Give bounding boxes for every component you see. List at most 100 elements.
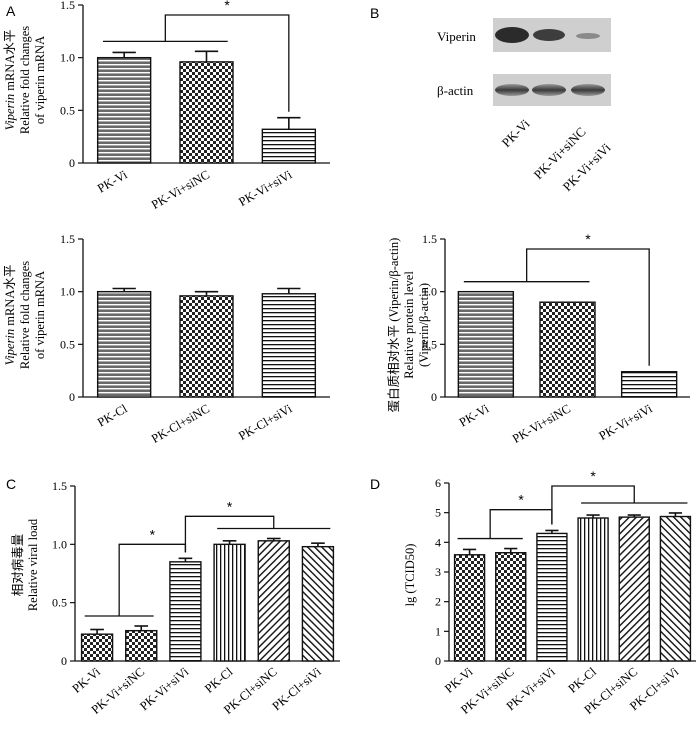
bar bbox=[179, 295, 234, 398]
bar bbox=[80, 633, 114, 662]
y-axis-label: 蛋白质相对水平 (Viperin/β-actin) bbox=[386, 238, 401, 413]
significance-star: * bbox=[585, 231, 591, 247]
y-axis-label: Relative viral load bbox=[26, 518, 40, 611]
significance-star: * bbox=[224, 0, 230, 13]
category-label: PK-Vi+siNC bbox=[149, 167, 212, 211]
y-axis-label: 相对病毒量 bbox=[10, 534, 25, 597]
bar bbox=[261, 128, 317, 164]
bar bbox=[457, 290, 515, 398]
category-label: PK-Cl+siNC bbox=[149, 401, 212, 445]
bar bbox=[536, 532, 568, 662]
y-tick-label: 0 bbox=[435, 654, 441, 668]
y-axis-label: of viperin mRNA bbox=[33, 36, 47, 124]
panel-label-a: A bbox=[6, 3, 16, 19]
bar bbox=[169, 561, 202, 662]
blot-row-label-actin: β-actin bbox=[437, 83, 474, 98]
significance-star: * bbox=[590, 468, 596, 484]
blot-lane-label-1: PK-Vi bbox=[499, 116, 533, 150]
category-label: PK-Vi bbox=[442, 664, 476, 696]
bar bbox=[96, 290, 152, 398]
bar bbox=[179, 61, 234, 164]
y-tick-label: 6 bbox=[435, 476, 441, 490]
bracket-line bbox=[164, 14, 290, 112]
bar bbox=[96, 56, 152, 164]
y-tick-label: 0 bbox=[69, 390, 75, 404]
blot-band-actin-1 bbox=[495, 84, 529, 96]
y-tick-label: 4 bbox=[435, 535, 441, 549]
y-axis-label: Relative fold changes bbox=[18, 26, 32, 134]
category-label: PK-Vi+siVi bbox=[597, 401, 656, 443]
panel-label-c: C bbox=[6, 476, 16, 492]
bar bbox=[620, 371, 678, 398]
category-label: PK-Vi+siNC bbox=[510, 401, 573, 445]
bar bbox=[577, 517, 609, 662]
chart-a-top: 0 0.5 1.0 1.5 PK-Vi PK-Vi+siNC PK-Vi+siVi Viper… bbox=[3, 0, 330, 212]
category-label: PK-Vi bbox=[457, 401, 492, 429]
bar bbox=[539, 301, 596, 398]
y-axis-label-italic: Viperin bbox=[3, 94, 17, 131]
y-tick-label: 0.5 bbox=[52, 596, 67, 610]
blot-band-viperin-1 bbox=[495, 27, 529, 43]
significance-star: * bbox=[227, 498, 233, 514]
panel-label-b: B bbox=[370, 5, 379, 21]
y-axis-label: Viperin mRNA水平 bbox=[3, 30, 17, 131]
y-tick-label: 0.5 bbox=[60, 103, 75, 117]
charts: 0 0.5 1.0 1.5 PK-Vi PK-Vi+siNC PK-Vi+siVi Viper… bbox=[3, 0, 696, 717]
category-label: PK-Cl bbox=[95, 401, 130, 429]
bracket-line bbox=[184, 515, 275, 553]
bar bbox=[257, 540, 290, 662]
panel-label-d: D bbox=[370, 476, 380, 492]
category-label: PK-Vi+siVi bbox=[137, 664, 192, 713]
y-tick-label: 1.5 bbox=[422, 232, 437, 246]
y-tick-label: 0.5 bbox=[422, 337, 437, 351]
y-tick-label: 1 bbox=[435, 624, 441, 638]
blot-band-viperin-2 bbox=[533, 29, 565, 41]
y-axis-label: Relative fold changes bbox=[18, 261, 32, 369]
y-axis-label: Relative protein level bbox=[402, 271, 416, 379]
y-tick-label: 2 bbox=[435, 595, 441, 609]
y-axis-label: lg (TCID50) bbox=[403, 544, 417, 607]
bar bbox=[213, 543, 246, 662]
category-label: PK-Vi bbox=[95, 167, 130, 195]
y-tick-label: 0 bbox=[431, 390, 437, 404]
blot-row-label-viperin: Viperin bbox=[437, 29, 476, 44]
blot-band-viperin-3 bbox=[576, 33, 600, 39]
y-axis-label: (Viperin/β-actin) bbox=[417, 283, 431, 367]
y-tick-label: 1.0 bbox=[60, 285, 75, 299]
chart-b-quant: 0 0.5 1.0 1.5 PK-Vi PK-Vi+siNC PK-Vi+siVi 蛋白质相对… bbox=[386, 231, 690, 446]
y-tick-label: 5 bbox=[435, 506, 441, 520]
significance-star: * bbox=[518, 492, 524, 508]
y-axis-label-rest: mRNA水平 bbox=[3, 30, 17, 94]
y-tick-label: 0.5 bbox=[60, 337, 75, 351]
category-label: PK-Cl+siVi bbox=[270, 664, 325, 713]
category-label: PK-Cl+siVi bbox=[236, 401, 295, 443]
bracket-line bbox=[526, 248, 650, 366]
bar bbox=[125, 629, 158, 662]
bar bbox=[453, 554, 486, 662]
category-label: PK-Cl bbox=[202, 664, 236, 696]
y-tick-label: 0 bbox=[61, 654, 67, 668]
y-axis-label: Viperin mRNA水平 bbox=[3, 265, 17, 366]
bracket-line bbox=[551, 485, 635, 525]
western-blot: Viperin β-actin PK-Vi PK-Vi+siNC PK-Vi+s… bbox=[437, 18, 614, 194]
y-tick-label: 0 bbox=[69, 156, 75, 170]
y-tick-label: 1.5 bbox=[52, 479, 67, 493]
y-tick-label: 3 bbox=[435, 565, 441, 579]
category-label: PK-Cl bbox=[566, 664, 600, 696]
y-tick-label: 1.5 bbox=[60, 0, 75, 12]
blot-band-actin-3 bbox=[571, 84, 605, 96]
y-tick-label: 1.5 bbox=[60, 232, 75, 246]
bar bbox=[618, 516, 650, 662]
y-tick-label: 1.0 bbox=[422, 285, 437, 299]
category-label: PK-Vi+siVi bbox=[236, 167, 295, 209]
bar bbox=[301, 545, 335, 662]
bar bbox=[495, 552, 527, 662]
chart-a-bottom: 0 0.5 1.0 1.5 PK-Cl PK-Cl+siNC PK-Cl+siVi Viper… bbox=[3, 232, 330, 446]
y-tick-label: 1.0 bbox=[52, 537, 67, 551]
y-axis-label-rest: mRNA水平 bbox=[3, 265, 17, 329]
category-label: PK-Vi bbox=[70, 664, 104, 696]
significance-star: * bbox=[150, 526, 156, 542]
